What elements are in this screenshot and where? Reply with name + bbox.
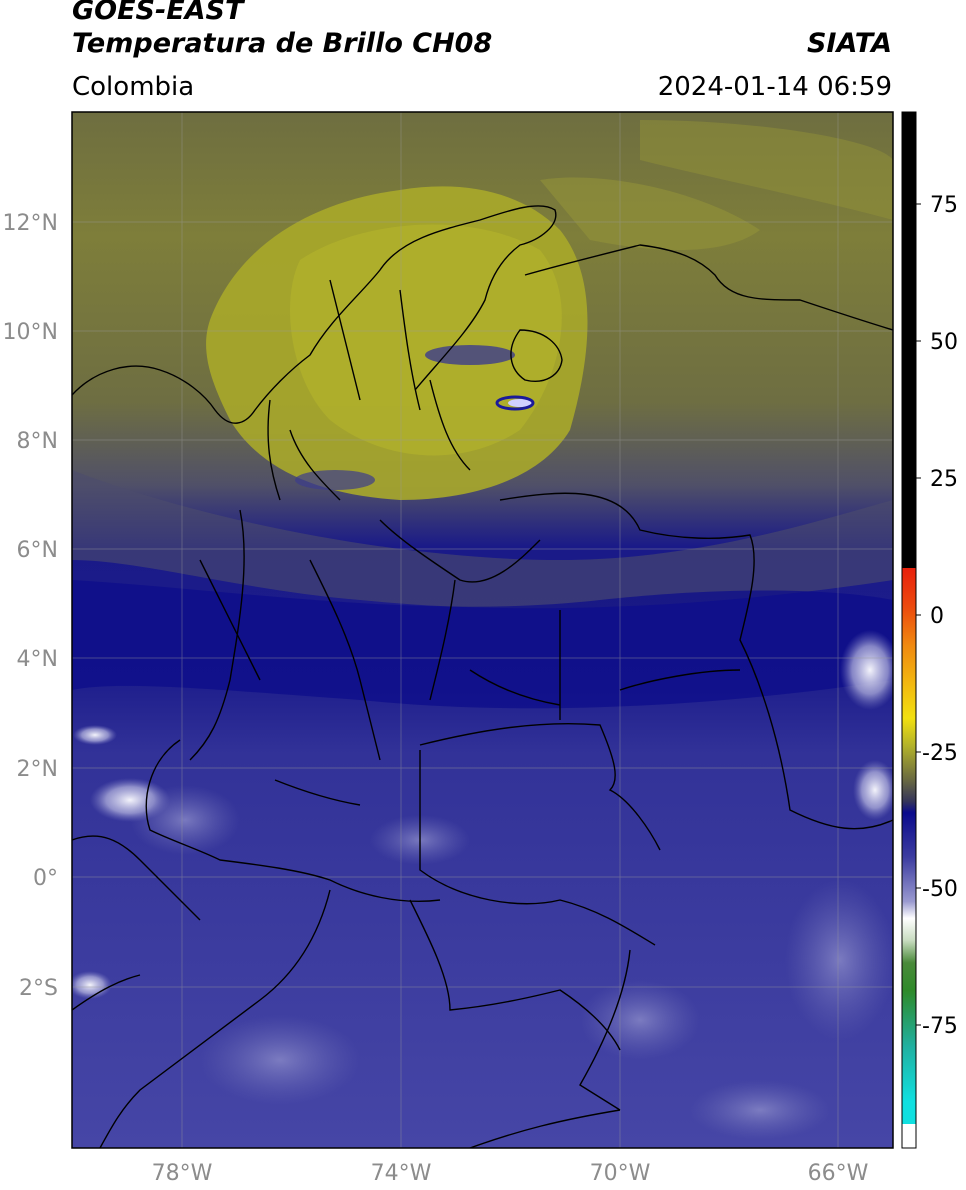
colorbar-tick: -75 — [922, 1014, 958, 1039]
colorbar-tick: -50 — [922, 877, 958, 902]
lat-tick: 0° — [33, 866, 58, 891]
lat-tick: 10°N — [3, 320, 58, 345]
graticule — [72, 112, 893, 1148]
map-imagery — [72, 112, 893, 1148]
map-frame — [71, 111, 894, 1149]
lat-tick-labels: 12°N 10°N 8°N 6°N 4°N 2°N 0° 2°S — [3, 211, 58, 1001]
lat-tick: 8°N — [17, 429, 58, 454]
lon-tick: 70°W — [590, 1161, 651, 1186]
colorbar-tick: 50 — [930, 330, 958, 355]
title-satellite: GOES-EAST — [72, 0, 244, 26]
lat-tick: 2°S — [19, 976, 58, 1001]
colorbar-tick: -25 — [922, 741, 958, 766]
lon-tick: 66°W — [808, 1161, 869, 1186]
colorbar — [901, 111, 921, 1149]
lat-tick: 2°N — [17, 757, 58, 782]
boundaries — [72, 205, 893, 1148]
colorbar-tick: 75 — [930, 193, 958, 218]
lat-tick: 4°N — [17, 647, 58, 672]
timestamp-label: 2024-01-14 06:59 — [657, 72, 892, 102]
brand-label: SIATA — [806, 28, 892, 59]
colorbar-tick-labels: 75 50 25 0 -25 -50 -75 — [922, 193, 958, 1039]
lon-tick: 78°W — [152, 1161, 213, 1186]
region-label: Colombia — [72, 72, 195, 102]
lat-tick: 6°N — [17, 538, 58, 563]
lon-tick-labels: 78°W 74°W 70°W 66°W — [152, 1161, 869, 1186]
title-product: Temperatura de Brillo CH08 — [72, 28, 493, 59]
colorbar-tick: 25 — [930, 467, 958, 492]
colorbar-tick: 0 — [930, 604, 944, 629]
lon-tick: 74°W — [371, 1161, 432, 1186]
lat-tick: 12°N — [3, 211, 58, 236]
